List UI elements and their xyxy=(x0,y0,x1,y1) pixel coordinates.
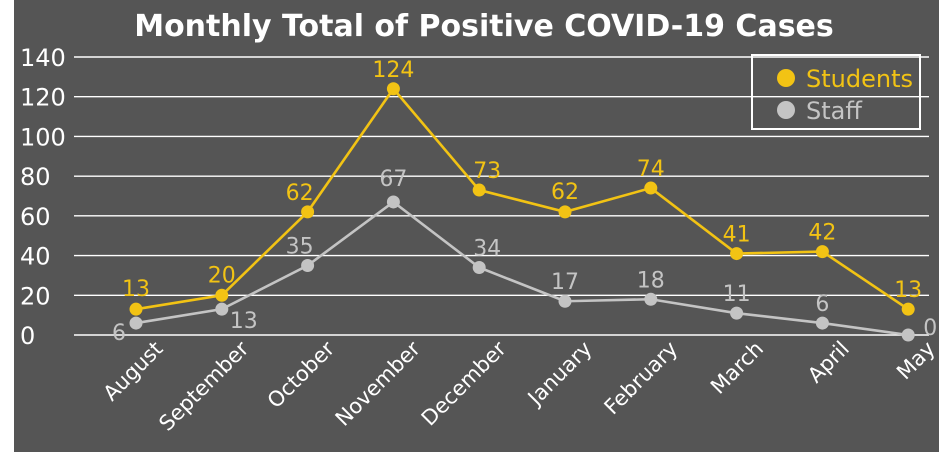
chart-title: Monthly Total of Positive COVID-19 Cases xyxy=(134,9,834,44)
data-label: 41 xyxy=(723,223,751,248)
y-tick-label: 80 xyxy=(20,163,51,191)
series-line xyxy=(136,89,908,309)
series-staff: 6 13 35 67 34 17 18 11 6 0 xyxy=(112,167,937,346)
data-point xyxy=(130,303,143,316)
data-point xyxy=(130,317,143,330)
data-label: 20 xyxy=(208,263,236,288)
data-point xyxy=(301,259,314,272)
x-tick-label: October xyxy=(263,336,340,413)
data-label: 35 xyxy=(286,235,314,260)
x-tick-label: March xyxy=(706,337,768,399)
x-tick-label: January xyxy=(522,337,597,412)
data-label: 17 xyxy=(551,270,579,295)
y-tick-label: 0 xyxy=(20,322,35,350)
data-label: 62 xyxy=(551,180,579,205)
data-label: 6 xyxy=(112,321,126,346)
y-axis: 0 20 40 60 80 100 120 140 xyxy=(20,44,66,350)
data-point xyxy=(473,184,486,197)
legend-marker xyxy=(777,101,795,119)
data-point xyxy=(215,289,228,302)
data-point xyxy=(730,247,743,260)
data-label: 18 xyxy=(637,268,665,293)
y-tick-label: 40 xyxy=(20,243,51,271)
data-point xyxy=(902,329,915,342)
x-tick-label: December xyxy=(417,336,511,430)
data-label: 0 xyxy=(923,316,937,341)
data-label: 124 xyxy=(372,58,414,83)
legend-label: Students xyxy=(806,65,913,93)
data-label: 13 xyxy=(230,309,258,334)
data-point xyxy=(301,205,314,218)
data-point xyxy=(730,307,743,320)
data-label: 11 xyxy=(723,282,751,307)
data-label: 67 xyxy=(379,167,407,192)
data-point xyxy=(644,182,657,195)
y-tick-label: 60 xyxy=(20,203,51,231)
data-label: 62 xyxy=(286,181,314,206)
data-point xyxy=(902,303,915,316)
chart-panel: Monthly Total of Positive COVID-19 Cases… xyxy=(14,0,939,452)
y-tick-label: 100 xyxy=(20,123,66,151)
data-label: 13 xyxy=(894,278,922,303)
legend-marker xyxy=(777,69,795,87)
data-label: 13 xyxy=(122,277,150,302)
x-tick-label: September xyxy=(154,336,253,435)
data-point xyxy=(387,82,400,95)
y-tick-label: 20 xyxy=(20,282,51,310)
x-tick-label: April xyxy=(803,337,854,388)
data-point xyxy=(559,295,572,308)
data-point xyxy=(215,303,228,316)
data-point xyxy=(473,261,486,274)
data-point xyxy=(816,245,829,258)
data-point xyxy=(644,293,657,306)
x-tick-label: August xyxy=(99,337,168,406)
data-point xyxy=(816,317,829,330)
x-tick-label: May xyxy=(892,337,939,385)
y-tick-label: 140 xyxy=(20,44,66,72)
y-tick-label: 120 xyxy=(20,84,66,112)
data-label: 6 xyxy=(815,292,829,317)
data-point xyxy=(387,195,400,208)
data-label: 42 xyxy=(808,221,836,246)
data-label: 74 xyxy=(637,157,665,182)
data-label: 73 xyxy=(473,159,501,184)
data-point xyxy=(559,205,572,218)
line-chart: Monthly Total of Positive COVID-19 Cases… xyxy=(14,0,939,452)
data-label: 34 xyxy=(473,236,501,261)
legend-label: Staff xyxy=(806,97,862,125)
x-tick-label: February xyxy=(600,337,683,420)
legend: Students Staff xyxy=(752,55,920,129)
x-tick-label: November xyxy=(331,336,425,430)
